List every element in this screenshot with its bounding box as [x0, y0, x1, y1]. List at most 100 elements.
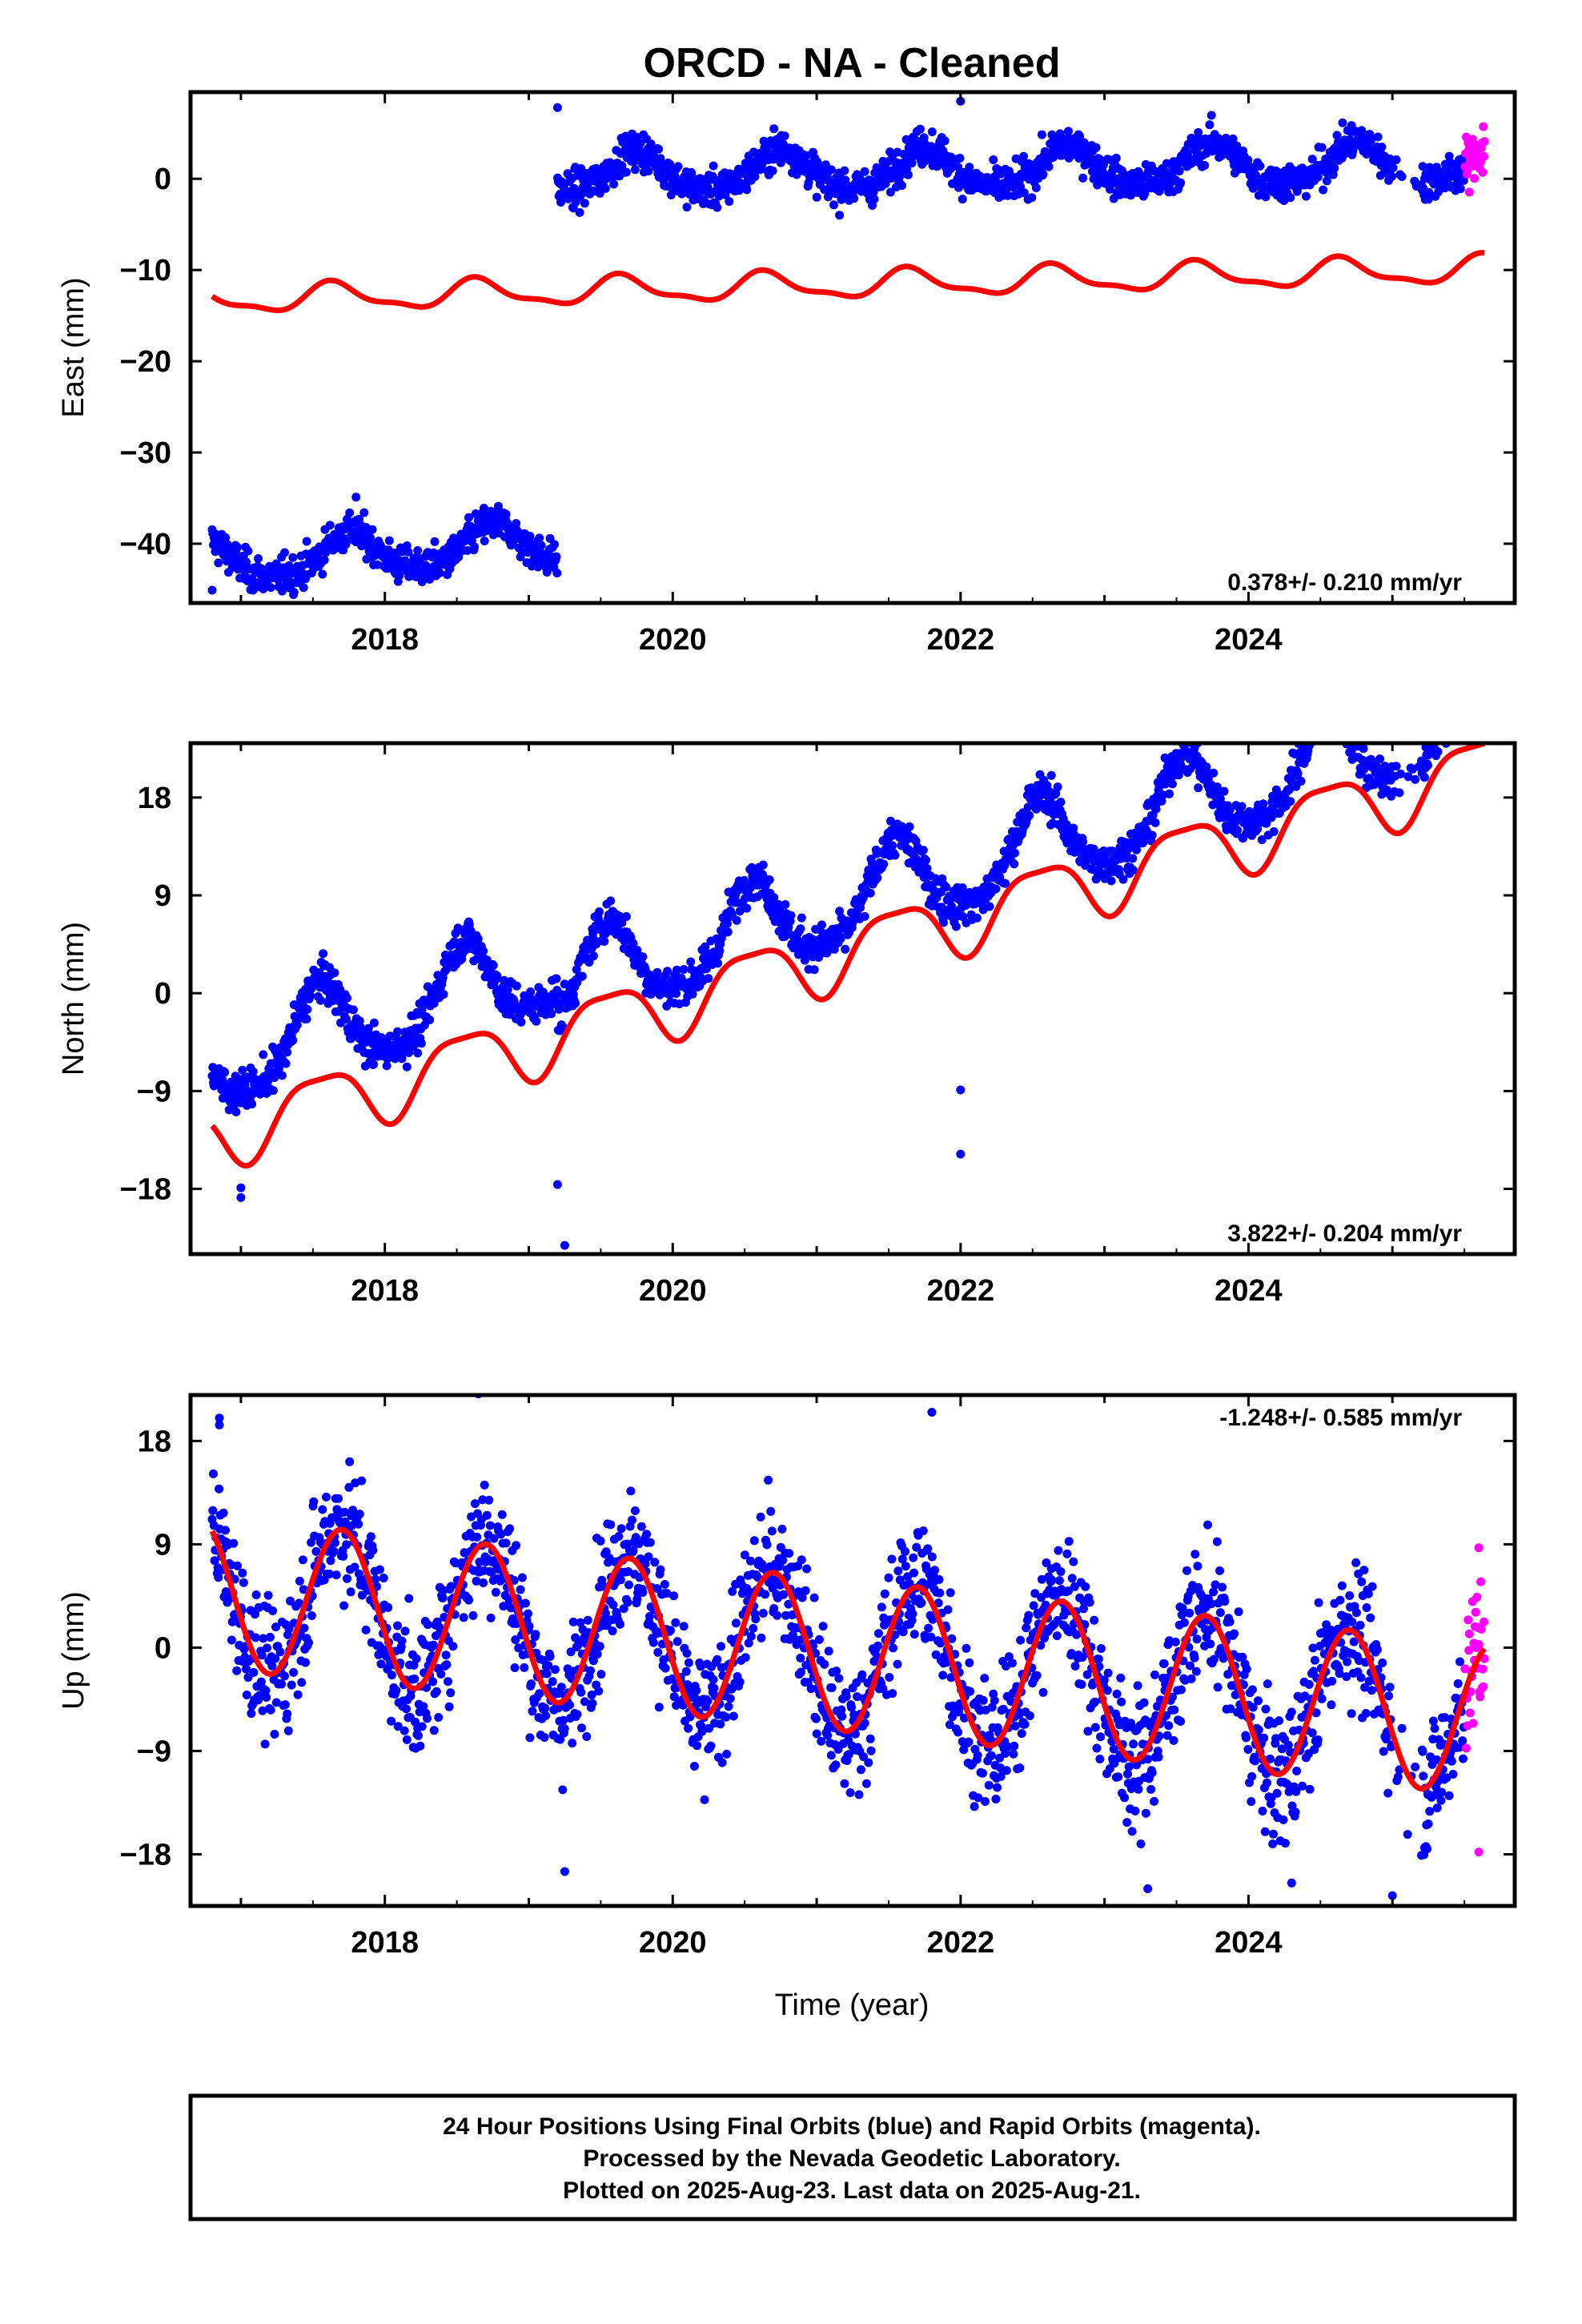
- final-point: [781, 900, 790, 909]
- final-point: [251, 1610, 259, 1619]
- final-point: [558, 1022, 568, 1031]
- final-point: [393, 1027, 402, 1036]
- final-point: [879, 859, 889, 869]
- final-point: [942, 883, 951, 892]
- final-point: [1323, 714, 1332, 722]
- final-point: [343, 1574, 351, 1583]
- final-point: [271, 1622, 280, 1632]
- final-point: [921, 855, 930, 865]
- final-point: [410, 1675, 420, 1683]
- rapid-point: [1467, 662, 1476, 671]
- rapid-point: [1474, 643, 1483, 652]
- final-point: [1307, 155, 1317, 164]
- final-point: [769, 1604, 779, 1613]
- final-point: [526, 987, 536, 996]
- final-point: [1319, 710, 1327, 718]
- final-point: [661, 1663, 670, 1673]
- final-point: [402, 1062, 412, 1072]
- final-point: [638, 1588, 648, 1597]
- final-point: [1324, 728, 1333, 737]
- final-point: [1347, 715, 1355, 724]
- y-tick-label: −18: [120, 1173, 171, 1207]
- final-point: [1118, 875, 1128, 884]
- final-point: [1053, 782, 1062, 792]
- final-point: [1330, 722, 1339, 731]
- final-point: [608, 1626, 617, 1636]
- y-tick-label: −9: [137, 1075, 171, 1108]
- final-point: [1150, 818, 1160, 827]
- final-point: [1308, 732, 1317, 741]
- final-point: [796, 924, 805, 934]
- final-point: [684, 1658, 693, 1667]
- final-point: [670, 171, 680, 181]
- final-point: [817, 920, 826, 930]
- final-point: [568, 1739, 577, 1748]
- final-point: [524, 1609, 532, 1618]
- final-point: [671, 1618, 681, 1627]
- final-point: [751, 1614, 761, 1624]
- final-point: [258, 1706, 267, 1715]
- final-point: [614, 1532, 624, 1541]
- final-point: [304, 1638, 313, 1647]
- rapid-point: [1466, 653, 1475, 661]
- final-point: [1225, 806, 1235, 815]
- final-point: [417, 1004, 427, 1014]
- final-point: [423, 1714, 432, 1723]
- final-point: [419, 1702, 428, 1711]
- final-point: [397, 1636, 407, 1646]
- final-point: [486, 1613, 496, 1622]
- final-point: [1259, 799, 1268, 809]
- final-point: [1328, 732, 1337, 741]
- final-point: [1445, 699, 1454, 708]
- final-point: [600, 937, 609, 946]
- final-point: [1261, 192, 1271, 202]
- final-point: [1396, 769, 1405, 778]
- final-point: [280, 1671, 289, 1681]
- final-point: [621, 167, 631, 177]
- final-point: [1439, 726, 1448, 735]
- final-point: [242, 1664, 251, 1674]
- final-point: [1178, 732, 1187, 741]
- final-point: [1186, 764, 1195, 773]
- final-point: [330, 968, 339, 978]
- final-point: [594, 1687, 604, 1696]
- final-point: [366, 1532, 375, 1542]
- final-point: [568, 1617, 578, 1626]
- rapid-point: [1460, 670, 1469, 679]
- final-point: [1165, 789, 1174, 798]
- final-point: [319, 555, 329, 565]
- final-point: [1327, 703, 1335, 712]
- final-point: [1056, 798, 1066, 807]
- final-point: [267, 1661, 277, 1671]
- north-rate-label: 3.822+/- 0.204 mm/yr: [1227, 1220, 1462, 1247]
- final-point: [769, 124, 779, 134]
- final-point: [629, 157, 639, 167]
- final-point: [1359, 744, 1368, 754]
- final-point: [210, 1556, 219, 1566]
- final-point: [517, 1573, 527, 1582]
- final-point: [1117, 166, 1126, 175]
- final-point: [423, 1620, 432, 1630]
- final-point: [505, 1010, 515, 1019]
- final-point: [512, 1541, 521, 1550]
- final-point: [689, 1762, 699, 1771]
- y-tick-label: 18: [138, 782, 171, 815]
- final-point: [1200, 161, 1210, 170]
- final-point: [1460, 673, 1468, 682]
- final-point: [1202, 762, 1211, 772]
- final-point: [1335, 712, 1344, 721]
- final-point: [1454, 677, 1463, 686]
- final-point: [238, 1568, 247, 1578]
- final-point: [766, 1506, 776, 1516]
- rapid-point: [1476, 661, 1485, 670]
- final-point: [1441, 717, 1450, 726]
- north-y-axis-label: North (mm): [57, 922, 90, 1076]
- final-point: [955, 154, 965, 163]
- final-point: [345, 1457, 355, 1466]
- final-point: [531, 1630, 540, 1639]
- final-point: [444, 1677, 452, 1687]
- final-point: [446, 1688, 456, 1698]
- final-point: [756, 1512, 765, 1522]
- final-point: [1038, 170, 1048, 179]
